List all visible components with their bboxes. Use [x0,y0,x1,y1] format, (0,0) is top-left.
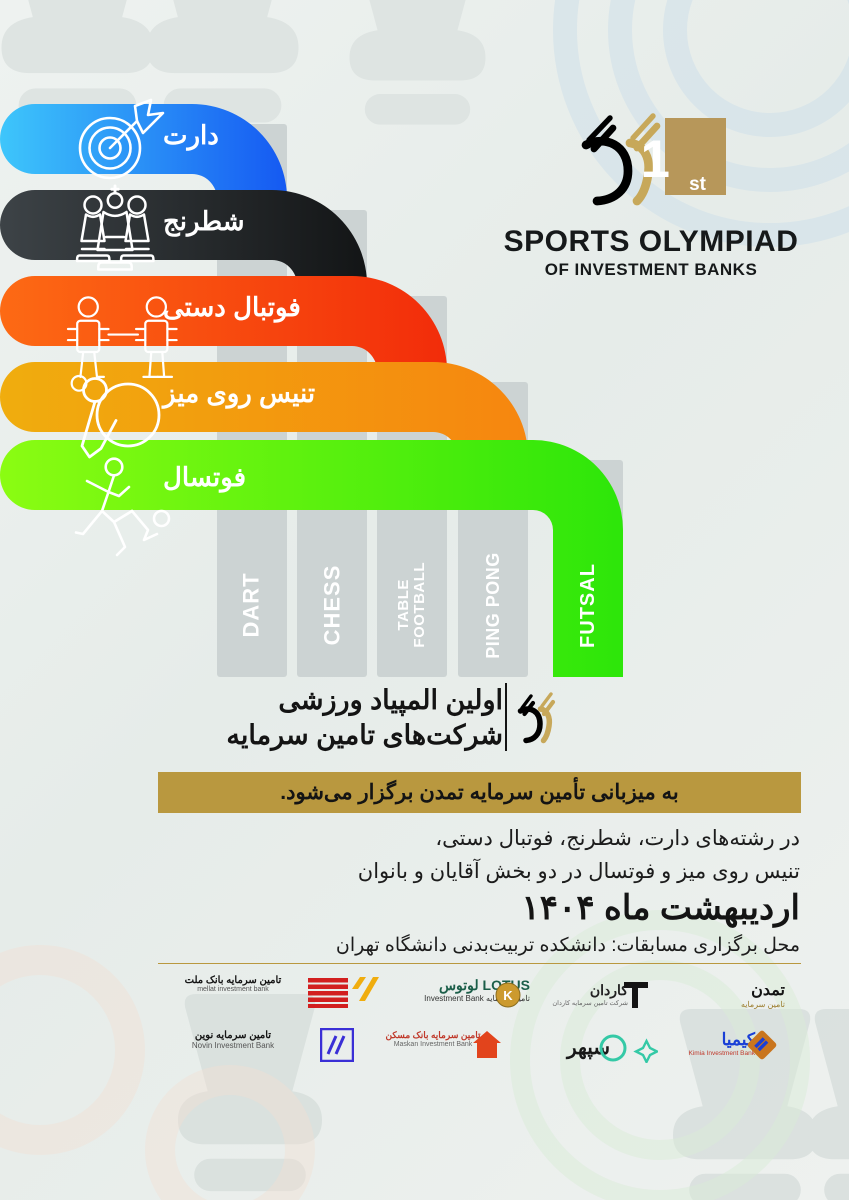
svg-text:K: K [503,988,513,1003]
svg-text:1: 1 [641,130,670,189]
svg-text:st: st [689,174,707,195]
